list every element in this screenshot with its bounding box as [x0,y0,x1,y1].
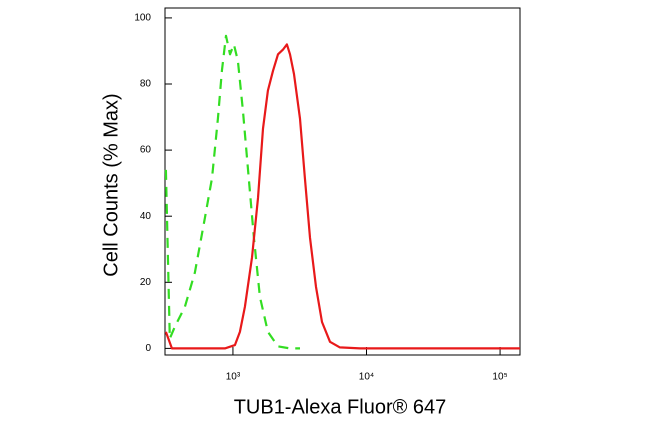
x-axis-label: TUB1-Alexa Fluor® 647 [234,396,447,418]
x-tick-label: 10⁴ [359,372,374,383]
y-axis-label: Cell Counts (% Max) [100,93,122,276]
y-tick-label: 20 [140,277,152,288]
x-tick-label: 10³ [226,372,241,383]
series-line [164,43,520,350]
x-tick-label: 10⁵ [492,372,507,383]
y-tick-label: 80 [140,79,152,90]
plot-frame [164,7,521,356]
y-tick-label: 0 [145,343,151,354]
y-tick-label: 60 [140,145,152,156]
y-tick-label: 100 [134,13,151,24]
series-line [164,34,300,350]
y-tick-label: 40 [140,211,152,222]
